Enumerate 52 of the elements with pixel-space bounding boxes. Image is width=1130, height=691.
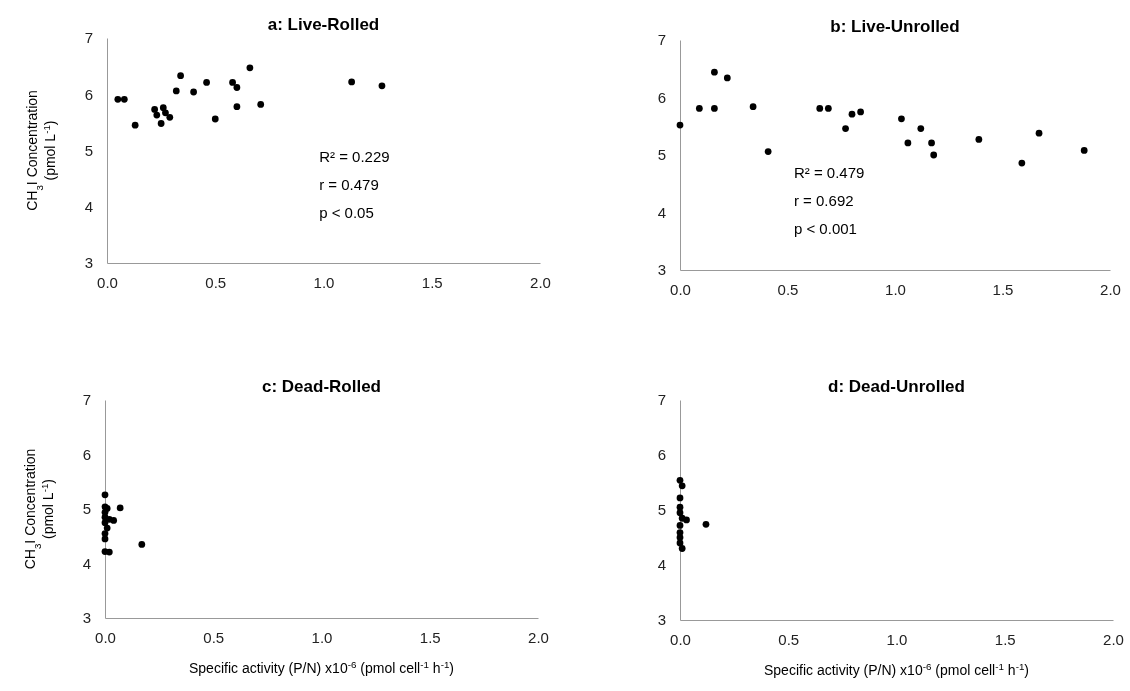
chart-title: b: Live-Unrolled xyxy=(830,17,960,36)
chart-title: a: Live-Rolled xyxy=(267,15,380,34)
x-tick-label: 0.0 xyxy=(670,280,691,298)
x-tick-label: 0.0 xyxy=(670,630,691,648)
y-tick-label: 7 xyxy=(657,31,666,49)
y-tick-label: 4 xyxy=(82,554,91,572)
chart-title: d: Dead-Unrolled xyxy=(828,377,965,396)
y-tick-label: 4 xyxy=(657,556,666,574)
x-tick-label: 1.5 xyxy=(421,273,443,291)
annotation: r = 0.692 xyxy=(793,192,854,209)
y-tick-label: 6 xyxy=(657,88,666,106)
x-axis-title: Specific activity (P/N) x10$^{-6}$ (pmol cell$^{-1}$ h$^{-1}$) xyxy=(763,660,1030,678)
x-tick-label: 1.0 xyxy=(313,273,335,291)
x-tick-label: 0.5 xyxy=(203,628,225,646)
y-tick-label: 3 xyxy=(84,254,93,272)
x-tick-label: 1.5 xyxy=(994,630,1016,648)
y-tick-label: 3 xyxy=(82,609,91,627)
y-tick-label: 5 xyxy=(657,501,666,519)
x-tick-label: 1.0 xyxy=(311,628,333,646)
chart-title: c: Dead-Rolled xyxy=(261,377,382,396)
annotation: r = 0.479 xyxy=(319,175,379,193)
x-tick-label: 1.5 xyxy=(992,280,1014,298)
y-tick-label: 3 xyxy=(657,611,666,629)
x-tick-label: 1.0 xyxy=(886,630,908,648)
y-tick-label: 6 xyxy=(82,445,91,463)
y-tick-label: 5 xyxy=(84,141,93,159)
x-tick-label: 0.5 xyxy=(778,630,800,648)
x-tick-label: 1.0 xyxy=(885,280,906,298)
x-tick-label: 0.0 xyxy=(95,628,116,646)
x-axis-title: Specific activity (P/N) x10$^{-6}$ (pmol cell$^{-1}$ h$^{-1}$) xyxy=(188,658,455,676)
y-tick-label: 6 xyxy=(84,85,93,103)
y-tick-label: 6 xyxy=(657,446,666,464)
annotation: p < 0.001 xyxy=(793,220,857,237)
y-tick-label: 3 xyxy=(657,261,666,279)
y-tick-label: 5 xyxy=(657,146,666,164)
y-tick-label: 5 xyxy=(82,500,91,518)
x-tick-label: 2.0 xyxy=(530,273,551,291)
x-tick-label: 2.0 xyxy=(528,628,549,646)
x-tick-label: 2.0 xyxy=(1100,280,1121,298)
annotation: R² = 0.229 xyxy=(319,147,390,165)
x-tick-label: 2.0 xyxy=(1103,630,1124,648)
annotation: p < 0.05 xyxy=(319,203,374,221)
x-tick-label: 0.0 xyxy=(97,273,118,291)
y-tick-label: 4 xyxy=(657,203,666,221)
x-tick-label: 0.5 xyxy=(205,273,227,291)
annotation: R² = 0.479 xyxy=(793,164,865,181)
x-tick-label: 0.5 xyxy=(777,280,799,298)
y-tick-label: 7 xyxy=(657,391,666,409)
y-tick-label: 7 xyxy=(84,29,93,47)
y-tick-label: 7 xyxy=(82,391,91,409)
x-tick-label: 1.5 xyxy=(419,628,441,646)
y-tick-label: 4 xyxy=(84,198,93,216)
